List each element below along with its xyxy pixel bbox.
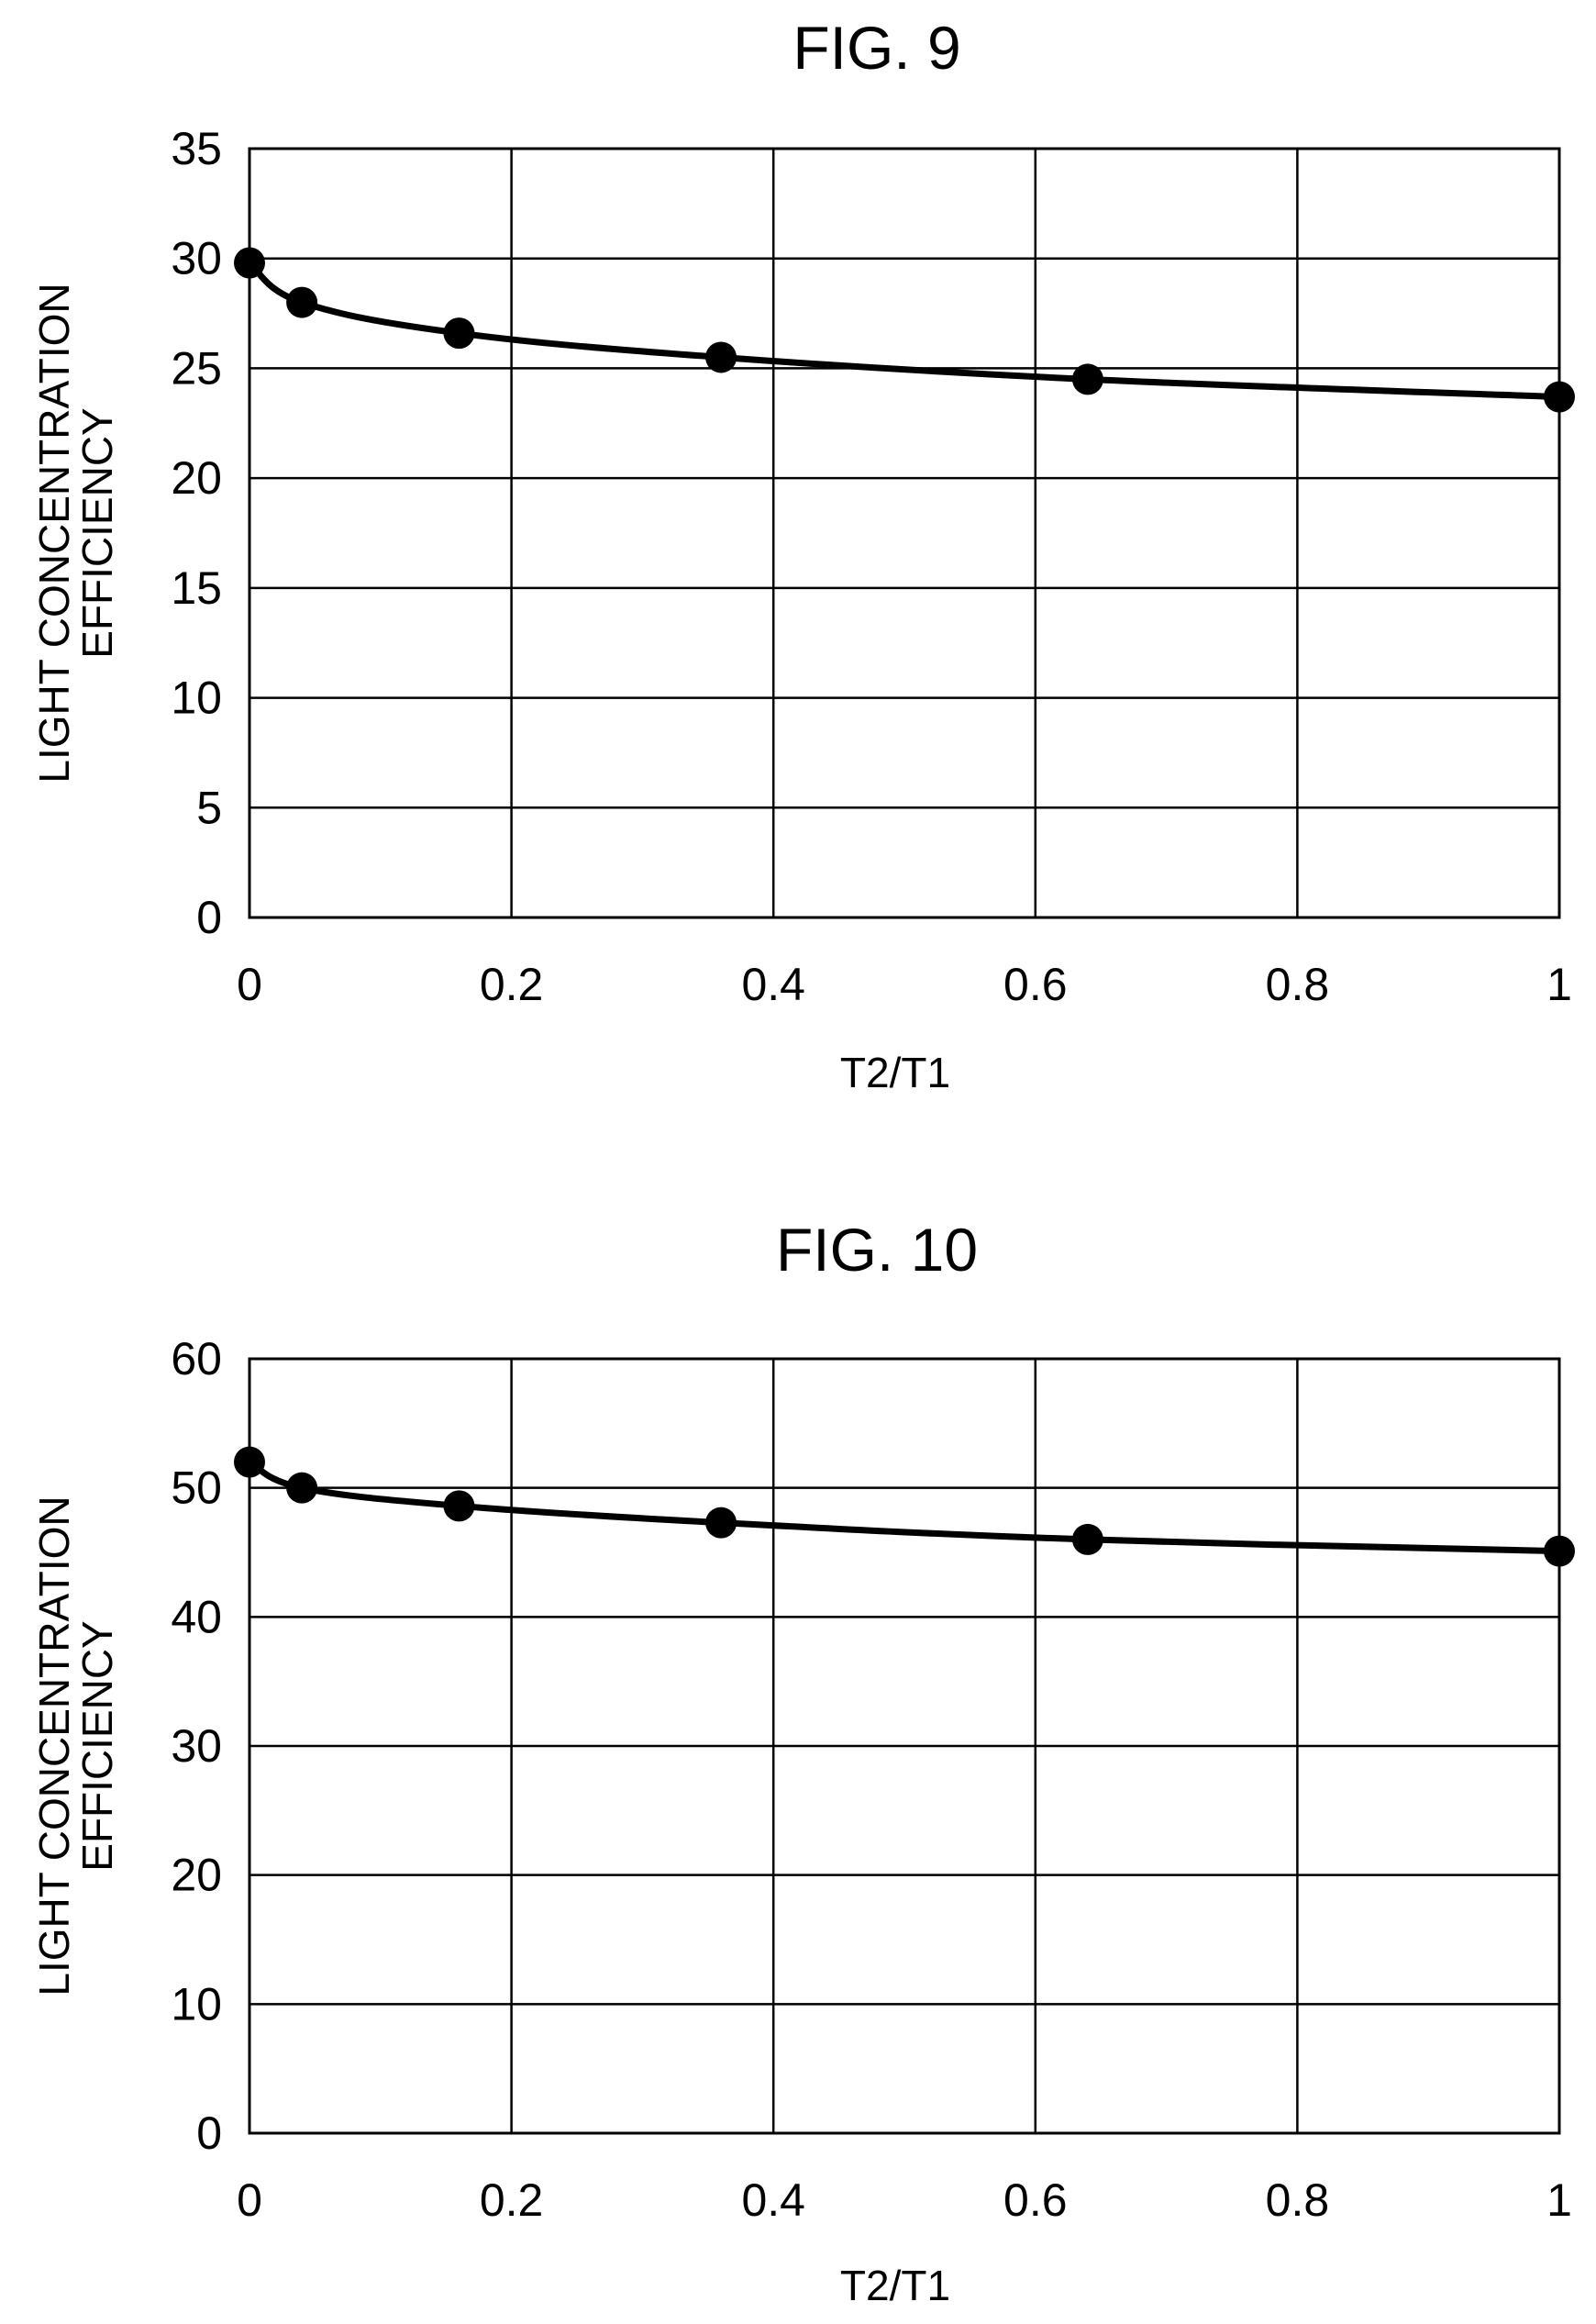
fig10-y-axis-label-line1: LIGHT CONCENTRATION xyxy=(30,1496,78,1996)
fig9-ytick-label: 25 xyxy=(171,342,222,394)
fig10-ytick-label: 60 xyxy=(171,1333,222,1384)
fig9-xtick-label: 0.4 xyxy=(741,959,805,1010)
fig9-y-axis-label-line2: EFFICIENCY xyxy=(73,407,121,658)
fig10-ytick-label: 40 xyxy=(171,1591,222,1642)
fig10-data-point xyxy=(1071,1523,1103,1555)
fig9-ytick-label: 20 xyxy=(171,452,222,504)
fig10-ytick-label: 50 xyxy=(171,1462,222,1514)
fig9-data-point xyxy=(286,286,318,318)
fig10-data-point xyxy=(705,1507,737,1539)
fig9-y-axis-label-line1: LIGHT CONCENTRATION xyxy=(30,283,78,783)
fig10-data-point xyxy=(443,1490,475,1522)
fig9-title: FIG. 9 xyxy=(792,14,960,82)
fig9-ytick-label: 10 xyxy=(171,673,222,724)
fig9-plot-frame xyxy=(248,147,1561,919)
fig10-title: FIG. 10 xyxy=(776,1216,978,1284)
fig9-xtick-label: 0.8 xyxy=(1266,959,1330,1010)
fig10-xtick-label: 0.2 xyxy=(480,2174,544,2226)
fig10-ytick-label: 0 xyxy=(196,2107,222,2159)
fig10-xtick-label: 0.6 xyxy=(1003,2174,1068,2226)
fig9-data-point xyxy=(443,317,475,350)
fig9-xtick-label: 0 xyxy=(237,959,262,1010)
fig9-data-point xyxy=(1071,363,1103,395)
fig9-data-point xyxy=(1544,381,1575,413)
fig9-xtick-label: 1 xyxy=(1546,959,1572,1010)
fig9-xtick-label: 0.2 xyxy=(480,959,544,1010)
fig9-ytick-label: 0 xyxy=(196,892,222,943)
fig10-ytick-label: 20 xyxy=(171,1850,222,1901)
fig10-data-point xyxy=(286,1472,318,1504)
fig9-xtick-label: 0.6 xyxy=(1003,959,1068,1010)
fig10-y-axis-label-line2: EFFICIENCY xyxy=(73,1620,121,1871)
fig10-data-point xyxy=(234,1446,265,1478)
fig10-plot-frame xyxy=(248,1357,1561,2135)
fig10-xtick-label: 0.8 xyxy=(1266,2174,1330,2226)
fig10-data-point xyxy=(1544,1535,1575,1567)
fig9-ytick-label: 5 xyxy=(196,782,222,833)
fig9-chart: FIG. 9 0 5 10 15 20 25 30 35 0 0.2 0.4 0.6 0.8 1 T2/T1 L… xyxy=(30,14,1575,1096)
fig9-data-point xyxy=(234,247,265,279)
fig10-x-axis-label: T2/T1 xyxy=(840,2262,950,2309)
fig10-ytick-label: 10 xyxy=(171,1978,222,2029)
fig10-chart: FIG. 10 0 10 20 30 40 50 60 0 0.2 0.4 0.6 0.8 1 T2/T1 L… xyxy=(30,1216,1575,2309)
fig10-xtick-label: 0.4 xyxy=(741,2174,805,2226)
fig10-xtick-label: 0 xyxy=(237,2174,262,2226)
fig9-ytick-label: 30 xyxy=(171,233,222,284)
fig10-ytick-label: 30 xyxy=(171,1720,222,1772)
fig10-xtick-label: 1 xyxy=(1546,2174,1572,2226)
fig9-x-axis-label: T2/T1 xyxy=(840,1049,950,1096)
fig9-data-point xyxy=(705,341,737,373)
fig9-ytick-label: 35 xyxy=(171,123,222,174)
fig9-ytick-label: 15 xyxy=(171,562,222,614)
